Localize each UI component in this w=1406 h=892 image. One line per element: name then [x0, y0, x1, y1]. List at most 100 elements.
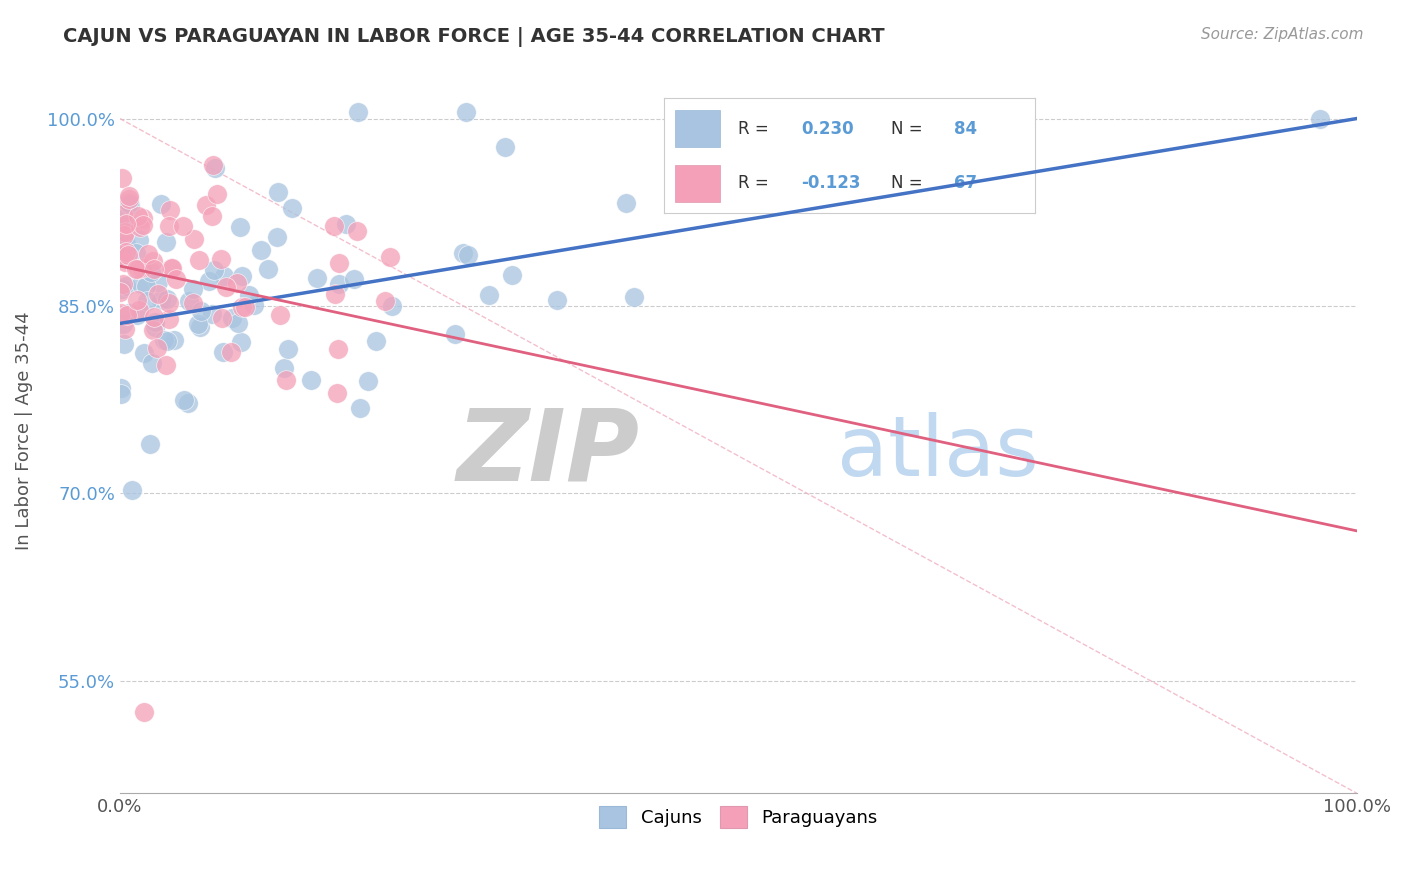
Point	[256, 262, 278, 277]
Point	[269, 308, 291, 322]
Text: Source: ZipAtlas.com: Source: ZipAtlas.com	[1201, 27, 1364, 42]
Point	[142, 310, 165, 325]
Point	[143, 315, 166, 329]
Point	[142, 323, 165, 337]
Point	[121, 483, 143, 498]
Point	[323, 219, 346, 234]
Point	[238, 288, 260, 302]
Point	[131, 277, 153, 291]
Point	[456, 105, 478, 120]
Point	[328, 277, 350, 291]
Point	[374, 293, 396, 308]
Point	[143, 262, 166, 277]
Point	[118, 198, 141, 212]
Point	[478, 288, 501, 302]
Point	[1309, 112, 1331, 126]
Point	[110, 285, 132, 299]
Point	[183, 232, 205, 246]
Point	[325, 286, 347, 301]
Point	[231, 334, 253, 349]
Point	[221, 310, 243, 325]
Point	[112, 207, 135, 221]
Point	[614, 195, 637, 210]
Point	[124, 246, 146, 260]
Point	[202, 263, 225, 277]
Point	[346, 224, 368, 238]
Point	[139, 265, 162, 279]
Point	[160, 260, 183, 275]
Point	[125, 261, 148, 276]
Point	[143, 320, 166, 334]
Point	[243, 298, 266, 312]
Legend: Cajuns, Paraguayans: Cajuns, Paraguayans	[592, 798, 884, 835]
Point	[194, 198, 217, 212]
Point	[138, 437, 160, 451]
Point	[215, 279, 238, 293]
Point	[198, 274, 221, 288]
Point	[159, 202, 181, 217]
Point	[328, 256, 350, 270]
Point	[118, 306, 141, 320]
Point	[172, 219, 194, 234]
Point	[181, 282, 204, 296]
Point	[299, 373, 322, 387]
Point	[212, 268, 235, 283]
Point	[204, 161, 226, 175]
Point	[111, 171, 134, 186]
Point	[127, 261, 149, 276]
Point	[110, 387, 132, 401]
Point	[277, 343, 299, 357]
Point	[346, 105, 368, 120]
Point	[117, 309, 139, 323]
Point	[211, 310, 233, 325]
Point	[219, 345, 242, 359]
Point	[112, 337, 135, 351]
Text: atlas: atlas	[838, 412, 1039, 493]
Point	[131, 260, 153, 275]
Point	[443, 327, 465, 342]
Point	[115, 279, 138, 293]
Point	[190, 320, 212, 334]
Point	[111, 282, 134, 296]
Point	[165, 272, 187, 286]
Point	[149, 293, 172, 307]
Point	[115, 245, 138, 260]
Point	[176, 395, 198, 409]
Point	[134, 705, 156, 719]
Point	[115, 217, 138, 231]
Point	[209, 252, 232, 266]
Point	[451, 246, 474, 260]
Point	[128, 303, 150, 318]
Point	[229, 220, 252, 235]
Point	[127, 293, 149, 307]
Text: ZIP: ZIP	[457, 404, 640, 501]
Point	[211, 344, 233, 359]
Point	[114, 211, 136, 226]
Point	[156, 292, 179, 306]
Point	[494, 140, 516, 154]
Point	[155, 235, 177, 250]
Point	[250, 244, 273, 258]
Point	[201, 210, 224, 224]
Point	[136, 247, 159, 261]
Point	[129, 219, 152, 234]
Point	[150, 197, 173, 211]
Point	[135, 294, 157, 309]
Point	[157, 219, 180, 234]
Point	[128, 233, 150, 247]
Point	[179, 294, 201, 309]
Point	[273, 360, 295, 375]
Point	[162, 333, 184, 347]
Point	[132, 346, 155, 360]
Point	[145, 342, 167, 356]
Point	[157, 311, 180, 326]
Point	[114, 237, 136, 252]
Point	[160, 261, 183, 276]
Point	[110, 381, 132, 395]
Point	[225, 276, 247, 290]
Point	[142, 254, 165, 268]
Point	[181, 296, 204, 310]
Point	[131, 211, 153, 225]
Point	[146, 275, 169, 289]
Point	[231, 301, 253, 315]
